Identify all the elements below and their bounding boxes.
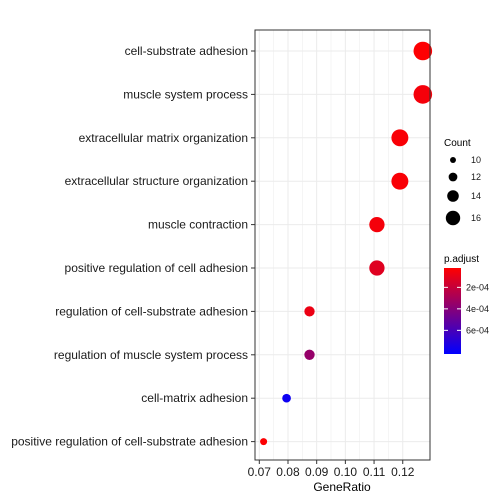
category-label: positive regulation of cell-substrate ad…: [11, 435, 248, 449]
y-axis: cell-substrate adhesion muscle system pro…: [11, 44, 255, 449]
count-legend-dot: [450, 157, 456, 163]
p-adjust-tick-label: 6e-04: [466, 325, 489, 335]
data-points: [260, 41, 433, 446]
data-point: [282, 393, 291, 403]
count-legend-dot: [447, 190, 459, 202]
grid-lines: [255, 30, 430, 460]
data-point: [369, 260, 385, 276]
x-tick-label: 0.10: [334, 465, 358, 479]
x-tick-label: 0.08: [276, 465, 300, 479]
category-label: muscle system process: [123, 87, 248, 101]
count-legend-label: 10: [471, 155, 481, 165]
p-adjust-tick-label: 2e-04: [466, 282, 489, 292]
x-tick-label: 0.11: [363, 465, 386, 479]
data-point: [413, 41, 433, 61]
count-legend-label: 16: [471, 213, 481, 223]
category-label: muscle contraction: [148, 218, 248, 232]
count-legend-label: 14: [471, 191, 481, 201]
count-legend-title: Count: [444, 138, 471, 149]
data-point: [304, 306, 315, 317]
category-label: cell-matrix adhesion: [141, 391, 248, 405]
category-label: extracellular matrix organization: [79, 131, 248, 145]
data-point: [260, 438, 268, 446]
data-point: [304, 349, 315, 360]
data-point: [413, 85, 433, 104]
x-tick-label: 0.07: [248, 465, 272, 479]
data-point: [391, 129, 409, 147]
category-label: extracellular structure organization: [65, 174, 248, 188]
p-adjust-legend-title: p.adjust: [444, 254, 479, 265]
x-axis: 0.07 0.08 0.09 0.10 0.11 0.12: [248, 460, 415, 479]
count-legend: Count 10 12 14 16: [444, 138, 481, 226]
p-adjust-tick-label: 4e-04: [466, 304, 489, 314]
p-adjust-legend: p.adjust 2e-04 4e-04 6e-04: [444, 254, 489, 354]
category-label: regulation of muscle system process: [54, 348, 248, 362]
x-tick-label: 0.09: [305, 465, 329, 479]
category-label: positive regulation of cell adhesion: [65, 261, 248, 275]
count-legend-dot: [445, 210, 461, 226]
count-legend-dot: [448, 172, 458, 182]
data-point: [391, 172, 409, 190]
panel-border: [254, 29, 431, 461]
p-adjust-colorbar: [444, 268, 461, 354]
x-tick-label: 0.12: [391, 465, 415, 479]
x-axis-title: GeneRatio: [313, 480, 371, 494]
category-label: cell-substrate adhesion: [125, 44, 248, 58]
category-label: regulation of cell-substrate adhesion: [55, 304, 248, 318]
data-point: [369, 216, 385, 233]
count-legend-label: 12: [471, 172, 481, 182]
